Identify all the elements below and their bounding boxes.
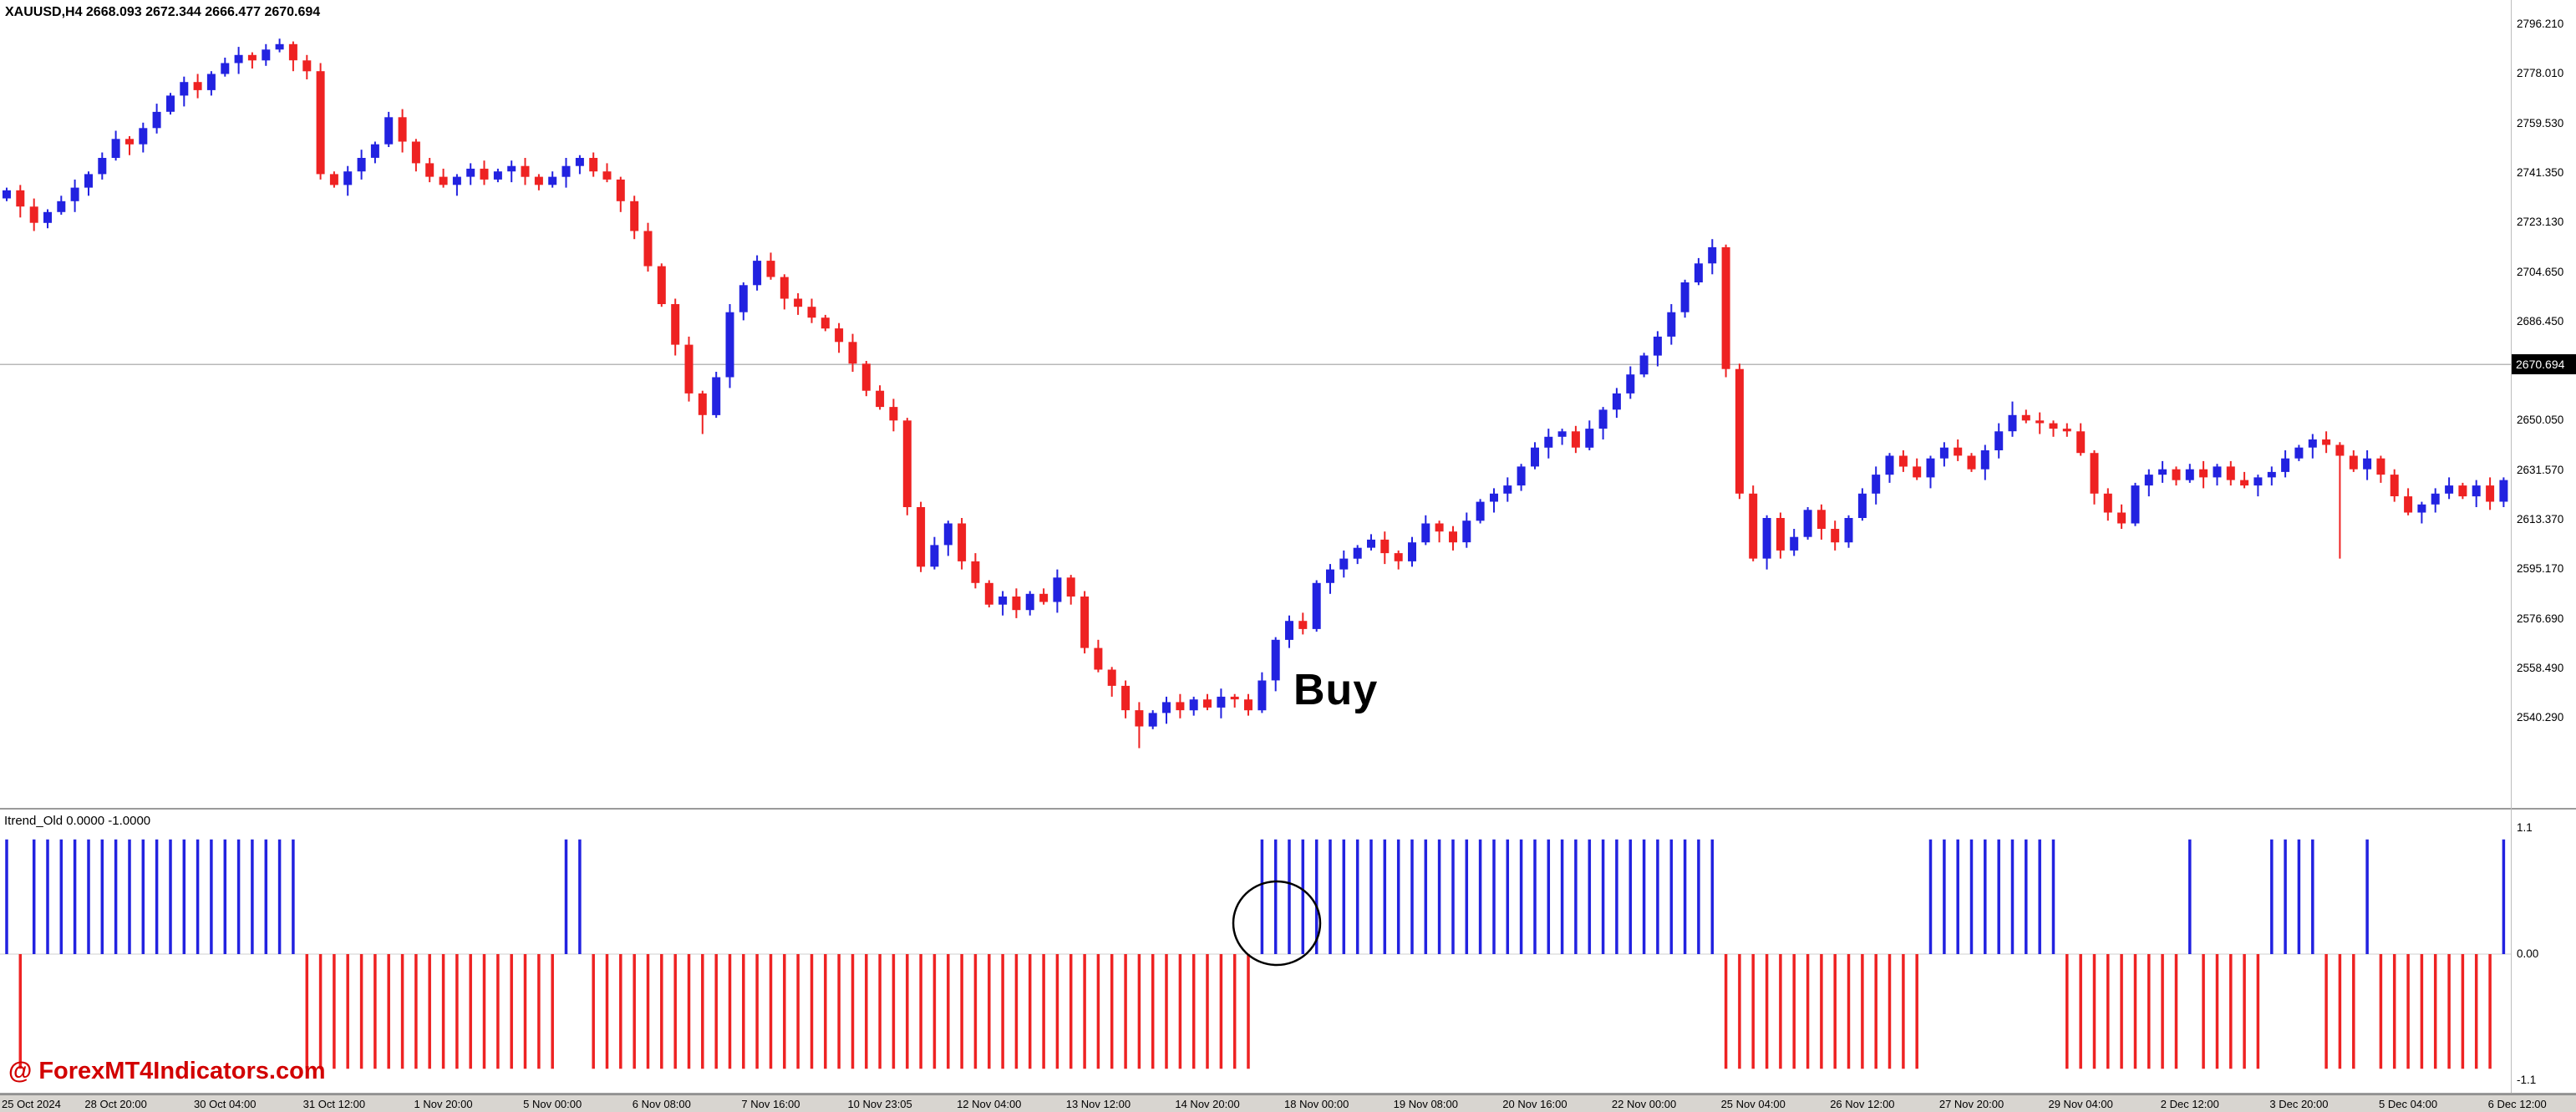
time-label: 20 Nov 16:00 — [1502, 1098, 1567, 1110]
circle-annotation[interactable] — [1232, 880, 1322, 967]
price-tick-label: 2704.650 — [2517, 266, 2564, 279]
time-label: 7 Nov 16:00 — [741, 1098, 800, 1110]
indicator-tick-label: 1.1 — [2517, 820, 2533, 834]
price-tick-label: 2741.350 — [2517, 166, 2564, 180]
indicator-label: Itrend_Old 0.0000 -1.0000 — [4, 814, 151, 828]
itrend-indicator-canvas[interactable] — [0, 810, 2511, 1093]
price-tick-label: 2778.010 — [2517, 67, 2564, 80]
buy-annotation[interactable]: Buy — [1293, 666, 1379, 714]
time-axis[interactable]: 25 Oct 2024 28 Oct 20:00 30 Oct 04:00 31 Oc… — [0, 1094, 2576, 1112]
price-axis-border — [2511, 0, 2512, 1093]
time-label: 28 Oct 20:00 — [84, 1098, 147, 1110]
time-label: 2 Dec 12:00 — [2160, 1098, 2219, 1110]
price-tick-label: 2686.450 — [2517, 315, 2564, 328]
time-label: 6 Nov 08:00 — [632, 1098, 691, 1110]
price-axis[interactable]: 2796.210 2778.010 2759.530 2741.350 2723.130… — [2517, 0, 2575, 808]
time-label: 5 Dec 04:00 — [2379, 1098, 2438, 1110]
price-tick-label: 2595.170 — [2517, 562, 2564, 576]
price-tick-label: 2540.290 — [2517, 710, 2564, 724]
itrend-histogram — [0, 839, 2511, 1069]
time-label: 5 Nov 00:00 — [523, 1098, 582, 1110]
price-chart-canvas[interactable] — [0, 0, 2511, 808]
indicator-tick-label: 0.00 — [2517, 947, 2539, 960]
time-label: 14 Nov 20:00 — [1175, 1098, 1240, 1110]
price-tick-label: 2796.210 — [2517, 18, 2564, 31]
price-tick-label: 2759.530 — [2517, 117, 2564, 130]
time-label: 26 Nov 12:00 — [1830, 1098, 1895, 1110]
candlestick-series — [0, 38, 2511, 749]
time-label: 18 Nov 00:00 — [1284, 1098, 1349, 1110]
indicator-axis: 1.1 0.00 -1.1 — [2517, 810, 2575, 1093]
price-tick-label: 2650.050 — [2517, 414, 2564, 427]
indicator-tick-label: -1.1 — [2517, 1074, 2537, 1087]
price-tick-label: 2558.490 — [2517, 661, 2564, 674]
time-label: 10 Nov 23:05 — [847, 1098, 912, 1110]
time-label: 25 Nov 04:00 — [1720, 1098, 1786, 1110]
time-label: 3 Dec 20:00 — [2269, 1098, 2329, 1110]
time-label: 19 Nov 08:00 — [1393, 1098, 1458, 1110]
time-label: 29 Nov 04:00 — [2048, 1098, 2113, 1110]
panel-splitter[interactable] — [0, 808, 2576, 810]
current-price-tag: 2670.694 — [2512, 354, 2576, 374]
time-label: 22 Nov 00:00 — [1611, 1098, 1677, 1110]
watermark: @ ForexMT4Indicators.com — [8, 1058, 326, 1084]
price-tick-label: 2723.130 — [2517, 216, 2564, 229]
time-label: 12 Nov 04:00 — [957, 1098, 1022, 1110]
price-tick-label: 2631.570 — [2517, 464, 2564, 477]
time-label: 1 Nov 20:00 — [414, 1098, 473, 1110]
price-tick-label: 2576.690 — [2517, 612, 2564, 625]
price-tick-label: 2613.370 — [2517, 513, 2564, 526]
time-label: 25 Oct 2024 — [2, 1098, 61, 1110]
symbol-ohlc-label: XAUUSD,H4 2668.093 2672.344 2666.477 267… — [5, 5, 321, 19]
time-label: 13 Nov 12:00 — [1065, 1098, 1131, 1110]
time-label: 31 Oct 12:00 — [302, 1098, 366, 1110]
time-axis-splitter — [0, 1093, 2576, 1094]
time-label: 30 Oct 04:00 — [194, 1098, 257, 1110]
time-label: 27 Nov 20:00 — [1938, 1098, 2004, 1110]
time-label: 6 Dec 12:00 — [2487, 1098, 2547, 1110]
